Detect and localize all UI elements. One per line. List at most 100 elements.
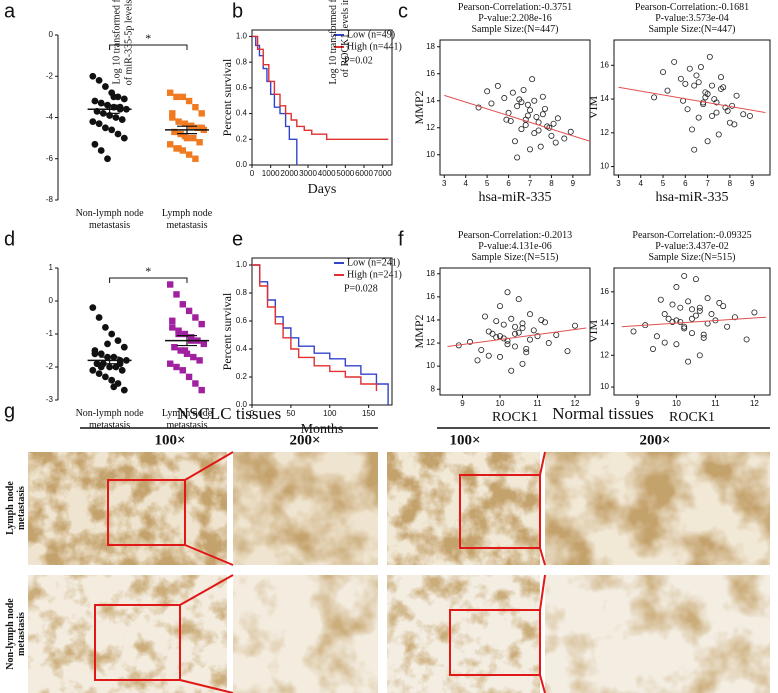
data-point [179, 93, 186, 101]
plot-frame [613, 39, 771, 176]
data-point [519, 325, 526, 332]
data-point [691, 146, 698, 153]
data-point [530, 327, 537, 334]
data-point [512, 330, 519, 337]
data-point [173, 93, 180, 101]
data-point [537, 143, 544, 150]
y-axis-label: Log 10 transformed fold changeof ROCK1 l… [328, 0, 351, 84]
data-point [717, 74, 724, 81]
plot-frame [613, 267, 771, 396]
y-tick-label: -2 [46, 71, 54, 80]
x-tick-label: 11 [711, 399, 720, 408]
data-point [169, 317, 176, 324]
micrograph-texture [28, 452, 227, 565]
data-point [120, 134, 128, 142]
x-axis-label: ROCK1 [669, 410, 715, 425]
data-point [198, 386, 205, 394]
data-point [684, 106, 691, 113]
magnification: 200× [289, 432, 320, 448]
data-point [108, 376, 116, 384]
x-tick-label: 9 [571, 179, 576, 188]
data-point [95, 370, 103, 377]
data-point [552, 139, 559, 146]
chart-title-line: Sample Size:(N=515) [648, 252, 735, 263]
data-point [181, 330, 189, 338]
data-point [669, 301, 676, 308]
y-tick-label: 0.2 [236, 372, 248, 381]
y-tick-label: 1.0 [236, 32, 248, 41]
y-tick-label: 0.6 [236, 83, 248, 92]
y-tick-label: 10 [426, 150, 435, 159]
data-point [689, 330, 696, 337]
data-point [715, 131, 722, 138]
data-point [553, 331, 560, 338]
y-tick-label: 0.6 [236, 316, 248, 325]
data-point [657, 296, 664, 303]
data-point [508, 315, 515, 322]
y-axis-label: VIM [586, 320, 600, 344]
panel-label: a [4, 0, 16, 22]
y-tick-label: 14 [426, 315, 435, 324]
x-axis-label: hsa-miR-335 [478, 190, 551, 205]
micrograph-texture [233, 452, 378, 565]
y-axis-label: Percent survival [220, 292, 234, 370]
data-point [729, 102, 736, 109]
data-point [179, 147, 186, 154]
data-point [709, 82, 716, 89]
micrograph-texture [233, 575, 378, 693]
data-point [188, 334, 195, 341]
data-point [179, 301, 186, 308]
data-point [167, 89, 174, 96]
data-point [500, 321, 507, 328]
data-point [484, 88, 491, 95]
data-point [522, 116, 529, 123]
y-tick-label: -4 [46, 113, 54, 122]
column-title: NSCLC tissues [177, 404, 281, 423]
data-point [108, 126, 116, 134]
data-point [733, 92, 740, 99]
data-point [724, 323, 731, 330]
x-axis-label: Days [308, 182, 337, 197]
data-point [95, 314, 103, 321]
data-point [693, 72, 700, 79]
data-point [743, 336, 750, 343]
data-point [474, 357, 481, 364]
y-tick-label: 12 [426, 123, 435, 132]
data-point [171, 128, 178, 136]
data-point [102, 373, 109, 381]
data-point [724, 107, 731, 114]
data-point [713, 109, 720, 116]
x-tick-label: 150 [362, 409, 376, 418]
data-point [190, 353, 197, 361]
data-point [196, 139, 203, 146]
data-point [746, 112, 753, 119]
data-point [681, 325, 688, 332]
chart-title-line: P-value:3.437e-02 [655, 241, 729, 252]
trend-line [618, 86, 766, 114]
panel-label: f [398, 228, 404, 250]
x-tick-label-line: metastasis [89, 420, 130, 431]
y-tick-label: 12 [600, 350, 609, 359]
y-tick-label: -3 [46, 395, 54, 404]
x-tick-label: Lymph node metastasis [162, 408, 213, 431]
chart-title-line: Sample Size:(N=515) [471, 252, 558, 263]
magnification: 100× [154, 432, 185, 448]
x-tick-label: 50 [286, 409, 295, 418]
x-tick-label: 6 [683, 179, 688, 188]
data-point [104, 340, 111, 348]
x-tick-label: 100 [323, 409, 337, 418]
data-point [695, 79, 702, 86]
data-point [704, 320, 711, 327]
data-point [169, 110, 176, 117]
data-point [185, 97, 193, 105]
data-point [192, 314, 199, 321]
zoom-line [539, 547, 546, 566]
data-point [89, 72, 97, 80]
x-tick-label: 8 [728, 179, 733, 188]
chart-title-line: P-value:2.208e-16 [478, 13, 552, 24]
y-tick-label: 0.4 [236, 344, 248, 353]
data-point [682, 80, 689, 87]
p-value: P=0.02 [344, 55, 373, 66]
data-point [696, 307, 703, 314]
data-point [114, 130, 122, 138]
